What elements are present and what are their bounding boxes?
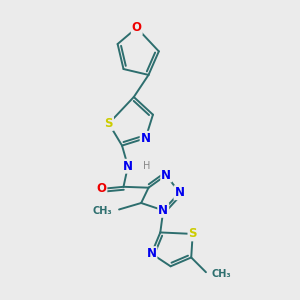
Text: O: O [132,21,142,34]
Text: N: N [161,169,171,182]
Text: S: S [188,227,197,240]
Text: N: N [146,247,157,260]
Text: O: O [96,182,106,195]
Text: H: H [143,161,151,171]
Text: N: N [158,204,168,217]
Text: N: N [141,132,151,145]
Text: N: N [174,186,184,199]
Text: CH₃: CH₃ [92,206,112,216]
Text: S: S [104,117,113,130]
Text: N: N [123,160,133,173]
Text: CH₃: CH₃ [212,269,232,279]
